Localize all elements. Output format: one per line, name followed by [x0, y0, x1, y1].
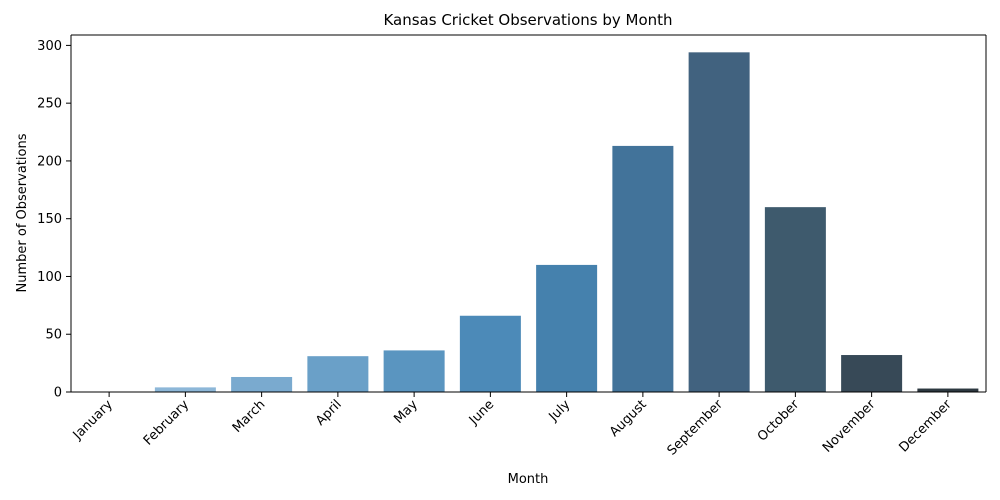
x-tick-label-august: August	[607, 397, 650, 440]
x-tick-label-september: September	[665, 397, 727, 459]
y-tick-label: 200	[37, 154, 62, 169]
y-tick-label: 50	[45, 328, 62, 343]
bar-june	[459, 315, 521, 392]
x-tick-label-february: February	[141, 397, 193, 449]
bar-august	[612, 145, 674, 392]
bar-february	[154, 387, 216, 392]
bars-group	[154, 52, 979, 392]
chart-title: Kansas Cricket Observations by Month	[383, 11, 672, 29]
bar-july	[536, 264, 598, 392]
bar-october	[764, 207, 826, 392]
x-tick-label-june: June	[466, 397, 497, 428]
x-tick-label-december: December	[896, 397, 955, 456]
bar-may	[383, 350, 445, 392]
x-tick-label-november: November	[820, 397, 879, 456]
y-axis-label: Number of Observations	[15, 133, 30, 292]
y-tick-label: 100	[37, 270, 62, 285]
x-tick-label-january: January	[70, 397, 116, 443]
y-tick-label: 0	[54, 386, 62, 401]
x-tick-label-march: March	[230, 397, 269, 436]
y-axis: 0 50 100 150 200 250 300	[37, 39, 71, 401]
y-tick-label: 250	[37, 97, 62, 112]
y-tick-label: 150	[37, 212, 62, 227]
y-tick-label: 300	[37, 39, 62, 54]
bar-september	[688, 52, 750, 392]
bar-april	[307, 356, 369, 392]
x-tick-label-july: July	[546, 397, 574, 425]
x-tick-label-april: April	[313, 397, 345, 429]
x-tick-label-may: May	[391, 397, 421, 427]
bar-december	[917, 388, 979, 392]
x-axis-label: Month	[508, 472, 549, 487]
bar-march	[231, 376, 293, 392]
x-axis: January February March April May June July Augu…	[70, 392, 955, 459]
bar-november	[841, 355, 903, 392]
x-tick-label-october: October	[755, 397, 803, 445]
